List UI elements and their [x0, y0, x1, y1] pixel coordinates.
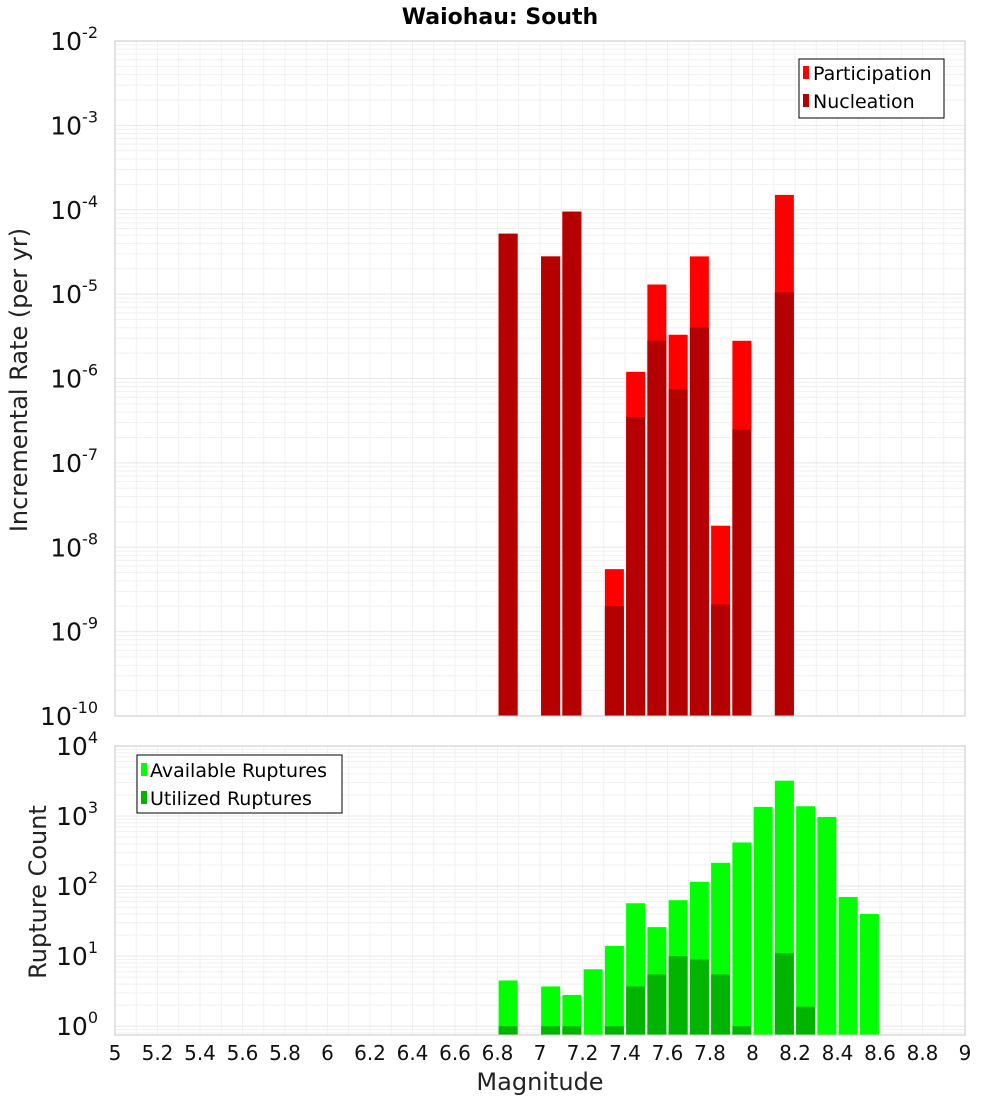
top-bars: [498, 194, 794, 716]
bar-utilized-ruptures: [562, 1026, 582, 1035]
y-tick-label: 10-4: [50, 192, 98, 225]
bar-utilized-ruptures: [796, 1006, 816, 1035]
x-tick-label: 6: [321, 1041, 334, 1065]
bar-available-ruptures: [817, 816, 837, 1035]
legend-label-participation: Participation: [813, 63, 932, 85]
bar-nucleation: [541, 256, 561, 716]
bar-utilized-ruptures: [626, 986, 646, 1035]
bottom-legend: Available Ruptures Utilized Ruptures: [136, 754, 343, 814]
y-tick-label: 102: [56, 868, 98, 901]
top-plot-frame: [114, 40, 966, 717]
bar-utilized-ruptures: [689, 959, 709, 1035]
y-tick-label: 10-2: [50, 23, 98, 56]
y-tick-label: 10-10: [40, 698, 98, 731]
x-tick-label: 5.6: [227, 1041, 259, 1065]
y-tick-label: 10-3: [50, 107, 98, 140]
bar-available-ruptures: [562, 994, 582, 1035]
x-tick-label: 8: [746, 1041, 759, 1065]
bar-utilized-ruptures: [647, 974, 667, 1035]
x-tick-label: 7.4: [609, 1041, 641, 1065]
bottom-legend-box: [136, 754, 343, 814]
x-tick-label: 5.2: [142, 1041, 174, 1065]
bar-available-ruptures: [498, 980, 518, 1035]
legend-label-utilized: Utilized Ruptures: [150, 788, 312, 810]
bar-nucleation: [689, 327, 709, 716]
bar-nucleation: [774, 292, 794, 716]
x-axis-title: Magnitude: [476, 1068, 603, 1096]
bar-available-ruptures: [859, 914, 879, 1035]
bottom-panel: 100 101 102 103 104 Rupture Count Available …: [24, 728, 971, 1096]
x-tick-label: 8.6: [864, 1041, 896, 1065]
x-tick-label: 7.6: [652, 1041, 684, 1065]
y-tick-label: 104: [56, 728, 98, 761]
top-grid: [114, 40, 966, 717]
y-tick-label: 101: [56, 938, 98, 971]
bottom-bars: [498, 780, 879, 1035]
x-tick-label: 7: [534, 1041, 547, 1065]
bottom-plot-frame: [114, 745, 966, 1036]
bar-nucleation: [604, 606, 624, 716]
bar-available-ruptures: [796, 806, 816, 1035]
y-tick-label: 100: [56, 1008, 98, 1041]
x-tick-label: 8.2: [779, 1041, 811, 1065]
bar-available-ruptures: [541, 986, 561, 1035]
y-tick-label: 103: [56, 798, 98, 831]
top-legend: Participation Nucleation: [798, 58, 945, 119]
legend-swatch-participation: [803, 66, 809, 79]
top-y-axis-title: Incremental Rate (per yr): [5, 228, 33, 532]
top-y-tick-labels: 10-10 10-9 10-8 10-7 10-6 10-5 10-4 10-3 10-2: [40, 23, 98, 731]
bar-utilized-ruptures: [711, 974, 731, 1035]
x-tick-label: 5.4: [184, 1041, 216, 1065]
x-tick-label: 5: [109, 1041, 122, 1065]
bar-available-ruptures: [604, 945, 624, 1035]
bar-nucleation: [626, 416, 646, 716]
bar-utilized-ruptures: [541, 1026, 561, 1035]
bottom-y-tick-labels: 100 101 102 103 104: [56, 728, 98, 1041]
bar-utilized-ruptures: [668, 956, 688, 1035]
x-tick-label: 6.4: [397, 1041, 429, 1065]
x-tick-label: 6.6: [439, 1041, 471, 1065]
x-tick-label: 8.4: [822, 1041, 854, 1065]
bar-available-ruptures: [583, 969, 603, 1035]
x-tick-label: 6.2: [354, 1041, 386, 1065]
top-legend-box: [798, 58, 945, 119]
bottom-y-axis-title: Rupture Count: [24, 805, 52, 979]
x-tick-label: 8.8: [907, 1041, 939, 1065]
bar-nucleation: [498, 233, 518, 716]
bar-nucleation: [732, 429, 752, 716]
bar-available-ruptures: [838, 896, 858, 1035]
bar-utilized-ruptures: [498, 1026, 518, 1035]
y-tick-label: 10-6: [50, 361, 98, 394]
legend-label-nucleation: Nucleation: [813, 91, 915, 113]
y-tick-label: 10-5: [50, 276, 98, 309]
x-tick-label: 7.8: [694, 1041, 726, 1065]
bar-nucleation: [668, 389, 688, 716]
legend-swatch-available: [141, 763, 147, 776]
x-tick-label: 6.8: [482, 1041, 514, 1065]
legend-label-available: Available Ruptures: [150, 760, 327, 782]
bar-nucleation: [647, 340, 667, 716]
bar-utilized-ruptures: [604, 1026, 624, 1035]
bar-nucleation: [562, 211, 582, 716]
y-tick-label: 10-8: [50, 529, 98, 562]
chart-title: Waiohau: South: [402, 5, 598, 30]
bar-available-ruptures: [732, 842, 752, 1035]
bar-utilized-ruptures: [732, 1026, 752, 1035]
legend-swatch-utilized: [141, 791, 147, 804]
y-tick-label: 10-9: [50, 614, 98, 647]
x-tick-label: 9: [959, 1041, 972, 1065]
y-tick-label: 10-7: [50, 445, 98, 478]
x-tick-label: 7.2: [567, 1041, 599, 1065]
legend-swatch-nucleation: [803, 94, 809, 107]
bar-utilized-ruptures: [774, 953, 794, 1035]
bar-nucleation: [711, 604, 731, 716]
top-panel: 10-10 10-9 10-8 10-7 10-6 10-5 10-4 10-3 10-2 In…: [5, 23, 966, 731]
x-tick-label: 5.8: [269, 1041, 301, 1065]
x-tick-labels: 5 5.2 5.4 5.6 5.8 6 6.2 6.4 6.6 6.8 7 7.2 7.4 7.6 7.8 8…: [109, 1041, 972, 1065]
bar-available-ruptures: [753, 806, 773, 1035]
